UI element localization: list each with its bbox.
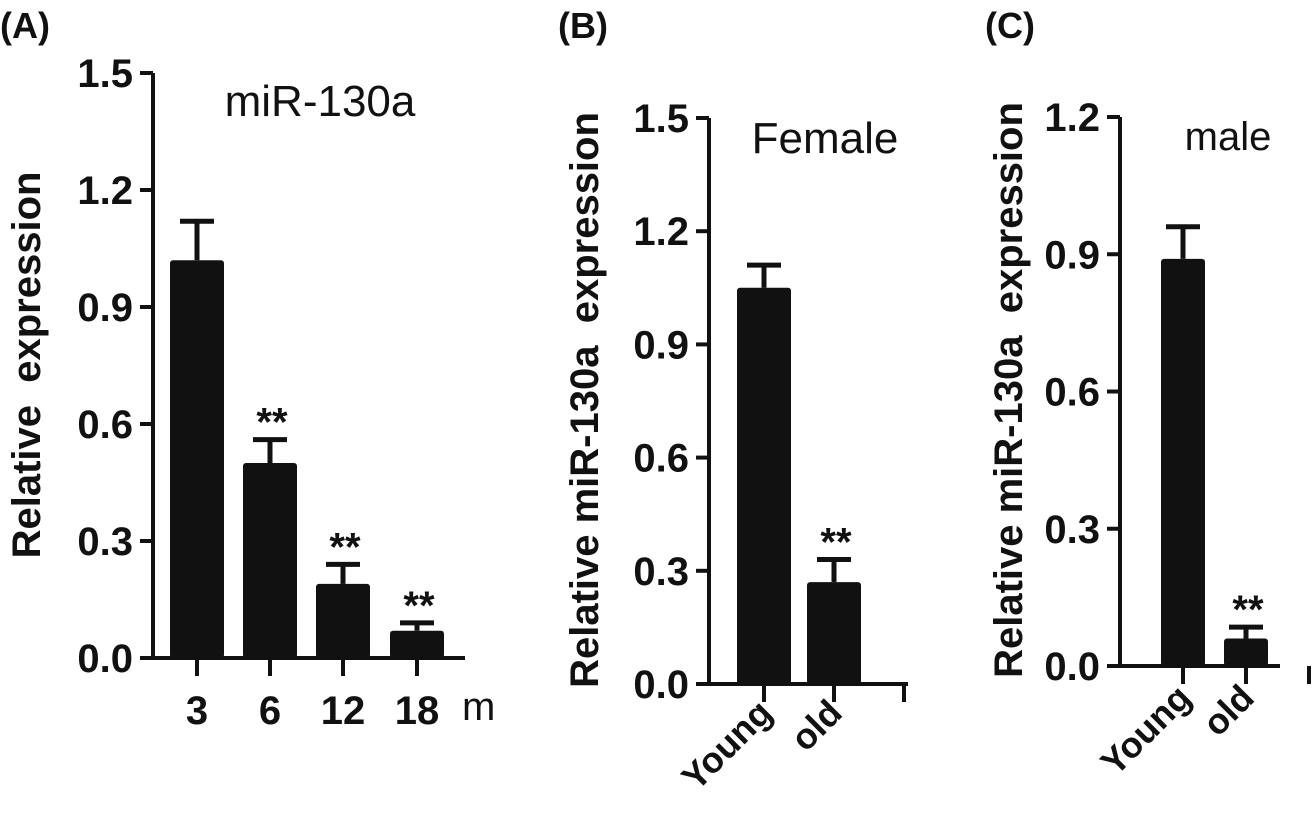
x-unit-label: m bbox=[462, 685, 495, 729]
chart-title: miR-130a bbox=[225, 77, 416, 126]
y-tick-label: 0.6 bbox=[77, 403, 133, 447]
y-tick-label: 1.2 bbox=[77, 169, 133, 213]
x-tick-label: old bbox=[782, 692, 849, 759]
x-tick-label: Young bbox=[673, 692, 779, 798]
y-axis-label: Relative miR-130a expression bbox=[987, 102, 1031, 678]
y-tick-label: 0.3 bbox=[77, 520, 133, 564]
bar bbox=[170, 260, 224, 658]
y-tick-label: 0.9 bbox=[1044, 233, 1100, 277]
bar bbox=[807, 582, 861, 684]
y-axis-label: Relative miR-130a expression bbox=[563, 112, 607, 688]
bar bbox=[390, 630, 444, 658]
chart-title: male bbox=[1185, 115, 1272, 159]
y-tick-label: 0.6 bbox=[1044, 371, 1100, 415]
y-tick-label: 1.2 bbox=[1044, 96, 1100, 140]
y-tick-label: 0.3 bbox=[633, 550, 689, 594]
panel-label: (C) bbox=[985, 5, 1035, 46]
panel-label: (B) bbox=[558, 5, 608, 46]
x-tick-label: 18 bbox=[395, 689, 440, 733]
x-tick-label: 3 bbox=[186, 689, 208, 733]
y-tick-label: 0.0 bbox=[77, 637, 133, 681]
y-tick-label: 0.9 bbox=[633, 323, 689, 367]
x-tick-label: old bbox=[1194, 677, 1261, 744]
panel-b: (B) 0.0 0.3 0.6 0.9 1.2 1.5 Young ** old Female Rel… bbox=[558, 5, 908, 798]
y-tick-label: 0.9 bbox=[77, 286, 133, 330]
panel-c: (C) 0.0 0.3 0.6 0.9 1.2 Young ** old male Relative… bbox=[985, 5, 1311, 783]
significance-label: ** bbox=[820, 520, 852, 564]
y-tick-label: 0.3 bbox=[1044, 508, 1100, 552]
significance-label: ** bbox=[1232, 588, 1264, 632]
chart-title: Female bbox=[752, 114, 899, 163]
bar bbox=[1161, 258, 1205, 666]
bar bbox=[243, 463, 297, 658]
y-tick-label: 0.0 bbox=[633, 663, 689, 707]
y-tick-label: 0.0 bbox=[1044, 645, 1100, 689]
bar bbox=[1224, 638, 1268, 666]
x-tick-label: 12 bbox=[321, 689, 366, 733]
y-tick-label: 1.5 bbox=[633, 97, 689, 141]
y-tick-label: 0.6 bbox=[633, 437, 689, 481]
significance-label: ** bbox=[256, 401, 288, 445]
bar bbox=[316, 583, 370, 658]
panel-label: (A) bbox=[0, 5, 50, 46]
x-tick-label: 6 bbox=[259, 689, 281, 733]
y-tick-label: 1.5 bbox=[77, 52, 133, 96]
bar bbox=[737, 287, 791, 684]
significance-label: ** bbox=[329, 525, 361, 569]
y-tick-label: 1.2 bbox=[633, 210, 689, 254]
x-tick-label: Young bbox=[1092, 677, 1198, 783]
y-axis-label: Relative expression bbox=[5, 172, 49, 559]
significance-label: ** bbox=[403, 584, 435, 628]
panel-a: (A) 0.0 0.3 0.6 0.9 1.2 1.5 3 ** 6 ** 12 ** 18 m miR-13… bbox=[0, 5, 495, 733]
